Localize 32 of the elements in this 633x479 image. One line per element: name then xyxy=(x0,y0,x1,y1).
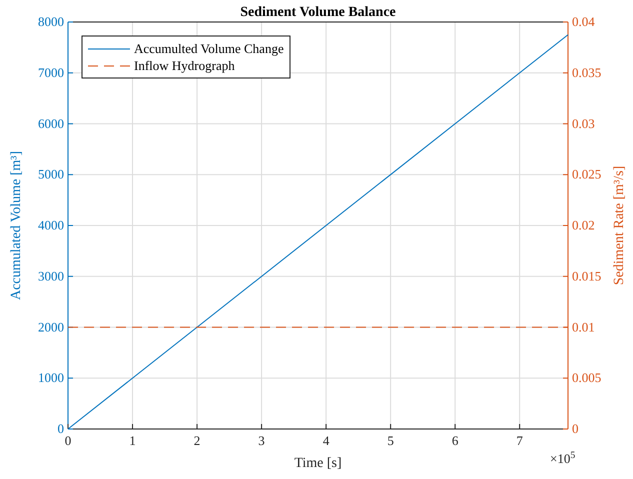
x-tick-label: 6 xyxy=(452,433,459,448)
y-tick-label: 5000 xyxy=(38,166,64,182)
text: ×10$^{5}$ xyxy=(550,450,576,466)
x-tick-label: 4 xyxy=(322,433,330,448)
y2-axis-title: Sediment Rate [m³/s] xyxy=(612,166,627,286)
y-tick-label: 8000 xyxy=(38,14,64,29)
y-tick-label: 1000 xyxy=(38,370,64,386)
y2-tick-label: 0.03 xyxy=(572,116,595,131)
y2-tick-label: 0.04 xyxy=(572,14,596,29)
y2-tick-label: 0.035 xyxy=(572,64,602,80)
x-tick-label: 3 xyxy=(258,433,265,448)
y-tick-label: 0 xyxy=(58,421,64,436)
x-tick-label: 5 xyxy=(387,433,394,448)
x-tick-label: 1 xyxy=(129,433,136,448)
y2-tick-label: 0.01 xyxy=(572,319,595,334)
x-tick-label: 2 xyxy=(194,433,200,448)
y2-tick-label: 0.025 xyxy=(572,166,602,182)
x-tick-label: 7 xyxy=(516,433,524,448)
y-tick-label: 7000 xyxy=(38,64,64,80)
y-tick-label: 6000 xyxy=(38,116,64,131)
y-tick-label: 3000 xyxy=(38,268,64,284)
y2-tick-label: 0.005 xyxy=(572,370,602,386)
legend-label: Accumulted Volume Change xyxy=(134,41,284,56)
legend-label: Inflow Hydrograph xyxy=(134,58,236,73)
chart-title: Sediment Volume Balance xyxy=(240,5,396,20)
y-tick-label: 4000 xyxy=(38,218,64,232)
x-axis-title: Time [s] xyxy=(294,456,342,471)
y2-tick-label: 0.02 xyxy=(572,218,595,232)
y2-tick-label: 0.015 xyxy=(572,268,602,284)
y-tick-label: 2000 xyxy=(38,319,64,334)
y-axis-title: Accumulated Volume [m³] xyxy=(9,150,24,300)
y2-tick-label: 0 xyxy=(572,421,578,436)
